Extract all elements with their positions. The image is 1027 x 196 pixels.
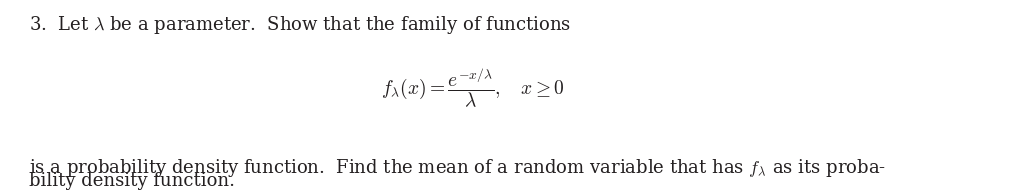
Text: bility density function.: bility density function. — [29, 172, 235, 190]
Text: 3.  Let $\lambda$ be a parameter.  Show that the family of functions: 3. Let $\lambda$ be a parameter. Show th… — [29, 14, 571, 36]
Text: $f_\lambda(x) = \dfrac{e^{-x/\lambda}}{\lambda}, \quad x \geq 0$: $f_\lambda(x) = \dfrac{e^{-x/\lambda}}{\… — [381, 67, 564, 110]
Text: is a probability density function.  Find the mean of a random variable that has : is a probability density function. Find … — [29, 157, 886, 179]
